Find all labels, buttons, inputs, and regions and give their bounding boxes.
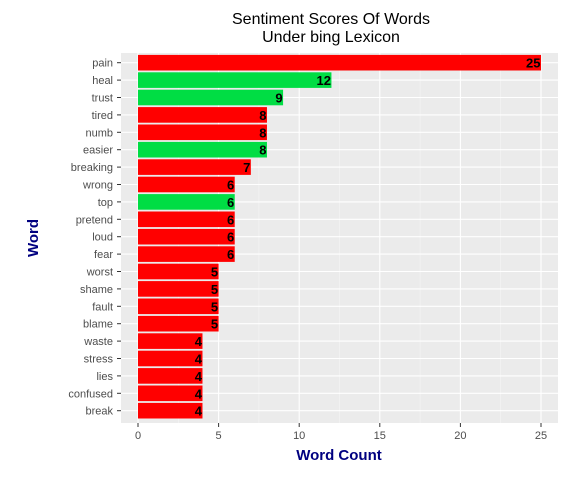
y-axis-title: Word (25, 219, 42, 257)
grid-lines (121, 53, 558, 423)
data-label-lies: 4 (195, 369, 203, 384)
bar-break (138, 402, 203, 419)
data-label-wrong: 6 (227, 178, 234, 193)
bar-easier (138, 141, 267, 158)
y-tick-labels: pain heal trust tired numb easier breaking wron… (68, 58, 121, 418)
y-tick-label-tired: tired (92, 110, 113, 122)
y-tick-label-lies: lies (96, 371, 113, 383)
data-label-loud: 6 (227, 230, 234, 245)
x-tick-label: 10 (293, 430, 305, 442)
data-label-easier: 8 (259, 143, 266, 158)
bar-pretend (138, 211, 235, 228)
y-tick-label-heal: heal (92, 75, 113, 87)
y-tick-label-pretend: pretend (76, 214, 113, 226)
chart-title-line-2: Under bing Lexicon (262, 29, 400, 46)
data-label-fear: 6 (227, 247, 234, 262)
data-label-heal: 12 (316, 73, 330, 88)
bar-stress (138, 350, 203, 367)
data-label-trust: 9 (275, 91, 282, 106)
y-tick-label-loud: loud (92, 232, 113, 244)
data-label-breaking: 7 (243, 160, 250, 175)
bar-numb (138, 124, 267, 141)
x-tick-label: 25 (535, 430, 547, 442)
bar-pain (138, 54, 541, 71)
y-tick-label-top: top (98, 197, 113, 209)
bar-fear (138, 246, 235, 262)
y-tick-label-wrong: wrong (82, 180, 113, 192)
bar-shame (138, 281, 219, 297)
y-tick-label-confused: confused (68, 388, 113, 400)
y-tick-label-pain: pain (92, 58, 113, 70)
data-label-tired: 8 (259, 108, 266, 123)
y-tick-label-numb: numb (85, 127, 113, 139)
x-axis-title: Word Count (296, 447, 382, 464)
x-tick-label: 0 (135, 430, 141, 442)
y-tick-label-waste: waste (83, 336, 113, 348)
y-tick-label-trust: trust (92, 93, 113, 105)
x-tick-label: 5 (216, 430, 222, 442)
data-label-confused: 4 (195, 386, 203, 401)
bar-confused (138, 385, 203, 402)
bar-trust (138, 89, 284, 106)
bar-heal (138, 72, 332, 88)
data-label-fault: 5 (211, 299, 218, 314)
bar-tired (138, 107, 267, 123)
bar-top (138, 194, 235, 210)
data-label-blame: 5 (211, 317, 218, 332)
y-tick-label-shame: shame (80, 284, 113, 296)
bars (138, 54, 541, 419)
data-label-shame: 5 (211, 282, 218, 297)
y-tick-label-easier: easier (83, 145, 113, 157)
data-label-top: 6 (227, 195, 234, 210)
y-tick-label-blame: blame (83, 319, 113, 331)
data-label-pain: 25 (526, 56, 540, 71)
bar-loud (138, 228, 235, 245)
bar-waste (138, 333, 203, 349)
y-tick-label-fault: fault (92, 301, 113, 313)
bar-breaking (138, 159, 251, 175)
data-label-stress: 4 (195, 352, 203, 367)
chart-title-line-1: Sentiment Scores Of Words (232, 11, 430, 28)
data-label-pretend: 6 (227, 212, 234, 227)
data-label-numb: 8 (259, 125, 266, 140)
bar-worst (138, 263, 219, 280)
x-tick-labels: 0 5 10 15 20 25 (135, 423, 547, 442)
y-tick-label-stress: stress (84, 354, 114, 366)
y-tick-label-fear: fear (94, 249, 113, 261)
x-tick-label: 15 (374, 430, 386, 442)
y-tick-label-breaking: breaking (71, 162, 113, 174)
bar-lies (138, 368, 203, 384)
data-label-waste: 4 (195, 334, 203, 349)
bar-wrong (138, 176, 235, 193)
y-tick-label-worst: worst (86, 267, 113, 279)
x-tick-label: 20 (454, 430, 466, 442)
y-tick-label-break: break (85, 406, 113, 418)
data-label-worst: 5 (211, 265, 218, 280)
bar-fault (138, 298, 219, 315)
bar-blame (138, 315, 219, 332)
data-label-break: 4 (195, 404, 203, 419)
